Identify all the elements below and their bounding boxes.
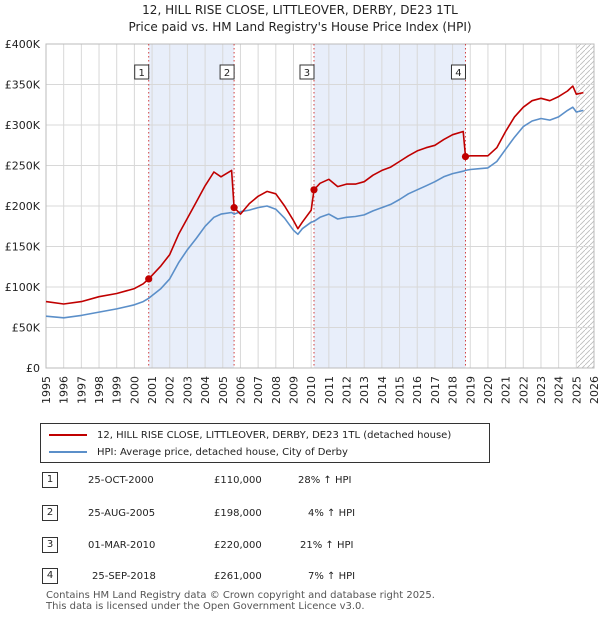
x-tick-label: 2007 bbox=[252, 376, 265, 404]
footer-attribution: Contains HM Land Registry data © Crown c… bbox=[46, 590, 566, 612]
sale-date: 25-SEP-2018 bbox=[92, 571, 156, 582]
x-tick-label: 2005 bbox=[217, 376, 230, 404]
sale-price: £261,000 bbox=[214, 571, 262, 582]
legend-swatch-hpi bbox=[49, 451, 87, 453]
sale-price: £198,000 bbox=[214, 508, 262, 519]
legend-item-property: 12, HILL RISE CLOSE, LITTLEOVER, DERBY, … bbox=[49, 427, 451, 443]
sale-row: 2 25-AUG-2005 £198,000 4% ↑ HPI bbox=[40, 505, 560, 525]
x-tick-label: 2003 bbox=[181, 376, 194, 404]
y-tick-label: £150K bbox=[5, 241, 41, 254]
plot-border bbox=[45, 43, 595, 369]
legend-item-hpi: HPI: Average price, detached house, City… bbox=[49, 444, 348, 460]
x-tick-label: 1995 bbox=[40, 376, 53, 404]
x-tick-label: 2010 bbox=[305, 376, 318, 404]
sale-price: £110,000 bbox=[214, 475, 262, 486]
x-tick-label: 2004 bbox=[199, 376, 212, 404]
x-tick-label: 1999 bbox=[111, 376, 124, 404]
sale-row: 3 01-MAR-2010 £220,000 21% ↑ HPI bbox=[40, 537, 560, 557]
y-tick-label: £400K bbox=[5, 38, 41, 51]
x-tick-label: 2012 bbox=[341, 376, 354, 404]
y-tick-label: £100K bbox=[5, 281, 41, 294]
x-tick-label: 2006 bbox=[234, 376, 247, 404]
x-tick-label: 2018 bbox=[447, 376, 460, 404]
series-line bbox=[45, 106, 584, 319]
y-tick-label: £0 bbox=[26, 362, 40, 375]
x-tick-label: 2014 bbox=[376, 376, 389, 404]
sale-hpi-diff: 7% ↑ HPI bbox=[308, 571, 356, 582]
sale-number-badge: 2 bbox=[42, 505, 58, 521]
legend-label-property: 12, HILL RISE CLOSE, LITTLEOVER, DERBY, … bbox=[97, 429, 452, 441]
x-tick-label: 2019 bbox=[464, 376, 477, 404]
x-tick-label: 2021 bbox=[500, 376, 513, 404]
sale-marker-box bbox=[134, 64, 150, 80]
x-tick-label: 2023 bbox=[535, 376, 548, 404]
x-tick-label: 2008 bbox=[270, 376, 283, 404]
sale-number-badge: 1 bbox=[42, 472, 58, 488]
x-tick-label: 2002 bbox=[164, 376, 177, 404]
x-tick-label: 1996 bbox=[58, 376, 71, 404]
sale-point bbox=[230, 204, 238, 212]
x-tick-label: 2026 bbox=[588, 376, 600, 404]
x-tick-label: 2000 bbox=[128, 376, 141, 404]
sale-marker-label: 3 bbox=[304, 68, 310, 79]
legend-swatch-property bbox=[49, 434, 87, 436]
series-line bbox=[45, 85, 584, 305]
sale-point bbox=[461, 152, 470, 161]
sale-price: £220,000 bbox=[214, 540, 262, 551]
sale-number-badge: 3 bbox=[42, 537, 58, 553]
footer-line-copyright: Contains HM Land Registry data © Crown c… bbox=[46, 590, 435, 601]
y-tick-label: £250K bbox=[5, 160, 41, 173]
y-tick-label: £50K bbox=[12, 322, 41, 335]
x-tick-label: 2024 bbox=[553, 376, 566, 404]
sale-marker-label: 1 bbox=[139, 68, 145, 79]
x-tick-label: 2017 bbox=[429, 376, 442, 404]
price-chart: 12, HILL RISE CLOSE, LITTLEOVER, DERBY, … bbox=[5, 3, 600, 404]
chart-subtitle: Price paid vs. HM Land Registry's House … bbox=[128, 20, 471, 34]
x-tick-label: 2025 bbox=[570, 376, 583, 404]
sale-marker-box bbox=[450, 64, 466, 80]
x-tick-label: 2015 bbox=[394, 376, 407, 404]
sale-marker-box bbox=[219, 64, 235, 80]
x-tick-label: 2001 bbox=[146, 376, 159, 404]
sale-date: 01-MAR-2010 bbox=[88, 540, 156, 551]
sale-hpi-diff: 21% ↑ HPI bbox=[300, 540, 354, 551]
legend-label-hpi: HPI: Average price, detached house, City… bbox=[97, 446, 348, 458]
sale-marker-box bbox=[299, 64, 315, 80]
y-tick-label: £300K bbox=[5, 119, 41, 132]
x-tick-label: 1997 bbox=[75, 376, 88, 404]
x-tick-label: 2020 bbox=[482, 376, 495, 404]
sale-point bbox=[145, 275, 153, 283]
sale-hpi-diff: 4% ↑ HPI bbox=[308, 508, 356, 519]
y-tick-label: £350K bbox=[5, 79, 41, 92]
sale-row: 1 25-OCT-2000 £110,000 28% ↑ HPI bbox=[40, 472, 560, 492]
sale-number-badge: 4 bbox=[42, 568, 58, 584]
sale-marker-label: 4 bbox=[455, 68, 461, 79]
sale-point bbox=[310, 186, 318, 194]
x-tick-label: 2009 bbox=[287, 376, 300, 404]
x-tick-label: 2022 bbox=[517, 376, 530, 404]
x-tick-label: 2016 bbox=[411, 376, 424, 404]
x-tick-label: 1998 bbox=[93, 376, 106, 404]
chart-legend: 12, HILL RISE CLOSE, LITTLEOVER, DERBY, … bbox=[40, 423, 490, 463]
footer-line-licence: This data is licensed under the Open Gov… bbox=[46, 601, 365, 612]
sale-hpi-diff: 28% ↑ HPI bbox=[298, 475, 352, 486]
sale-row: 4 25-SEP-2018 £261,000 7% ↑ HPI bbox=[40, 568, 560, 588]
sale-date: 25-AUG-2005 bbox=[88, 508, 156, 519]
x-tick-label: 2013 bbox=[358, 376, 371, 404]
y-tick-label: £200K bbox=[5, 200, 41, 213]
chart-title: 12, HILL RISE CLOSE, LITTLEOVER, DERBY, … bbox=[142, 3, 458, 17]
x-tick-label: 2011 bbox=[323, 376, 336, 404]
sale-marker-label: 2 bbox=[224, 68, 230, 79]
sale-date: 25-OCT-2000 bbox=[88, 475, 154, 486]
